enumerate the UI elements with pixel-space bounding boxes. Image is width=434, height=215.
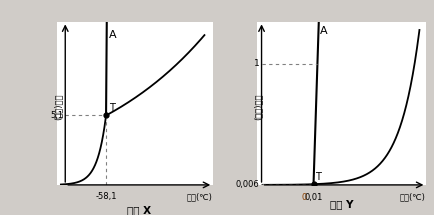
Text: 0,01: 0,01 xyxy=(304,193,322,202)
Text: (기압)압력: (기압)압력 xyxy=(54,93,62,120)
Text: 5,1: 5,1 xyxy=(50,111,63,120)
Text: 0: 0 xyxy=(300,193,306,202)
Text: 온도(℃): 온도(℃) xyxy=(398,193,424,202)
Text: 온도(℃): 온도(℃) xyxy=(186,192,212,201)
Text: (기압)압력: (기압)압력 xyxy=(253,93,262,120)
Text: 1: 1 xyxy=(253,59,259,68)
Text: 물질 X: 물질 X xyxy=(127,205,151,215)
Text: 0,006: 0,006 xyxy=(235,180,259,189)
Text: -58,1: -58,1 xyxy=(95,192,117,201)
Text: A: A xyxy=(319,26,327,36)
Text: A: A xyxy=(108,30,116,40)
Text: T: T xyxy=(108,103,114,114)
Text: 물질 Y: 물질 Y xyxy=(329,199,352,209)
Text: T: T xyxy=(315,172,321,182)
